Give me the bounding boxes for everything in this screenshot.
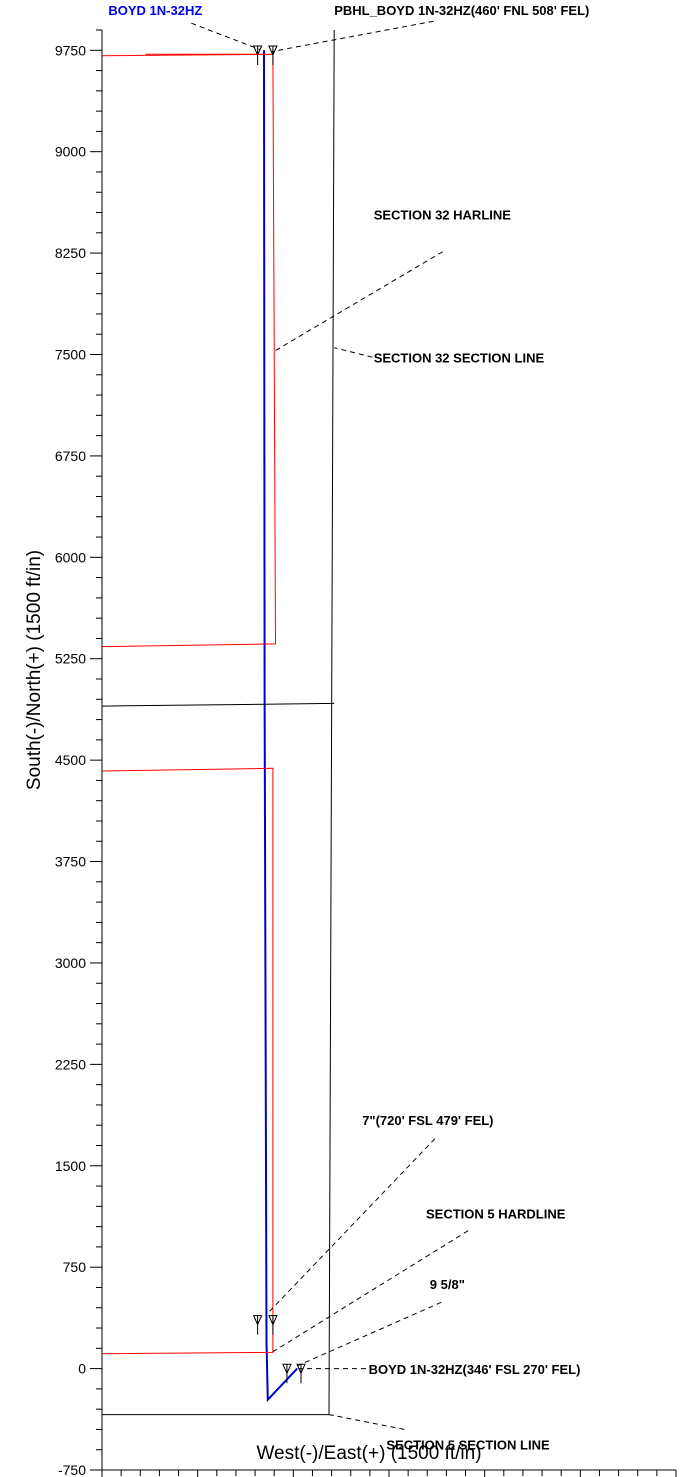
- annotation-leader-3: [334, 347, 373, 358]
- y-tick-label: 7500: [55, 347, 86, 363]
- y-tick-label: 6000: [55, 549, 86, 565]
- section-lines-segment-2: [101, 702, 335, 707]
- y-tick-label: 3750: [55, 854, 86, 870]
- annotation-leader-5: [272, 1230, 469, 1353]
- annotation-leader-1: [271, 20, 434, 53]
- y-tick-label: 4500: [55, 752, 86, 768]
- well-path-line: [263, 50, 298, 1403]
- y-tick-label: 8250: [55, 245, 86, 261]
- y-tick-label: 3000: [55, 955, 86, 971]
- annotation-leader-0: [191, 22, 261, 51]
- plot-lines: [101, 29, 335, 1470]
- casing-marker-5: [296, 1363, 306, 1384]
- y-tick-label: -750: [58, 1462, 86, 1477]
- annotations: BOYD 1N-32HZ PBHL_BOYD 1N-32HZ(460' FNL 5…: [108, 3, 589, 1453]
- annotation-leader-4: [267, 1138, 436, 1314]
- casing-marker-0: [252, 45, 263, 65]
- annotation-label-7: BOYD 1N-32HZ(346' FSL 270' FEL): [369, 1362, 581, 1377]
- y-axis-title: South(-)/North(+) (1500 ft/in): [24, 550, 45, 790]
- annotation-label-0: BOYD 1N-32HZ: [108, 3, 202, 18]
- y-tick-label: 9750: [55, 42, 86, 58]
- casing-markers: [252, 45, 306, 1384]
- casing-marker-4: [282, 1363, 292, 1384]
- annotation-label-6: 9 5/8": [430, 1277, 465, 1292]
- y-tick-label: 750: [63, 1259, 87, 1275]
- section-32-hardline-line: [101, 53, 277, 648]
- y-tick-label: 9000: [55, 144, 86, 160]
- annotation-label-4: 7"(720' FSL 479' FEL): [362, 1113, 493, 1128]
- casing-marker-2: [252, 1315, 263, 1335]
- section-lines-segment-1: [328, 29, 335, 1415]
- y-tick-label: 6750: [55, 448, 86, 464]
- casing-marker-1: [268, 45, 278, 65]
- y-tick-label: 1500: [55, 1158, 86, 1174]
- section-5-hardline-line: [101, 767, 274, 1355]
- annotation-leader-6: [296, 1301, 442, 1367]
- annotation-leader-2: [275, 251, 443, 351]
- annotation-label-8: SECTION 5 SECTION LINE: [386, 1438, 550, 1453]
- casing-marker-3: [268, 1315, 278, 1335]
- axes: -750 0 750 1500 2250 3000 3750 4500 5250 6000 6750…: [55, 29, 677, 1477]
- y-tick-label: 5250: [55, 651, 86, 667]
- x-axis-title: West(-)/East(+) (1500 ft/in): [256, 1443, 481, 1464]
- annotation-label-3: SECTION 32 SECTION LINE: [374, 351, 545, 366]
- annotation-label-5: SECTION 5 HARDLINE: [426, 1207, 566, 1222]
- annotation-label-1: PBHL_BOYD 1N-32HZ(460' FNL 508' FEL): [334, 3, 589, 18]
- annotation-label-2: SECTION 32 HARLINE: [374, 207, 512, 222]
- y-tick-label: 0: [78, 1361, 86, 1377]
- y-tick-label: 2250: [55, 1056, 86, 1072]
- annotation-leader-8: [328, 1414, 405, 1430]
